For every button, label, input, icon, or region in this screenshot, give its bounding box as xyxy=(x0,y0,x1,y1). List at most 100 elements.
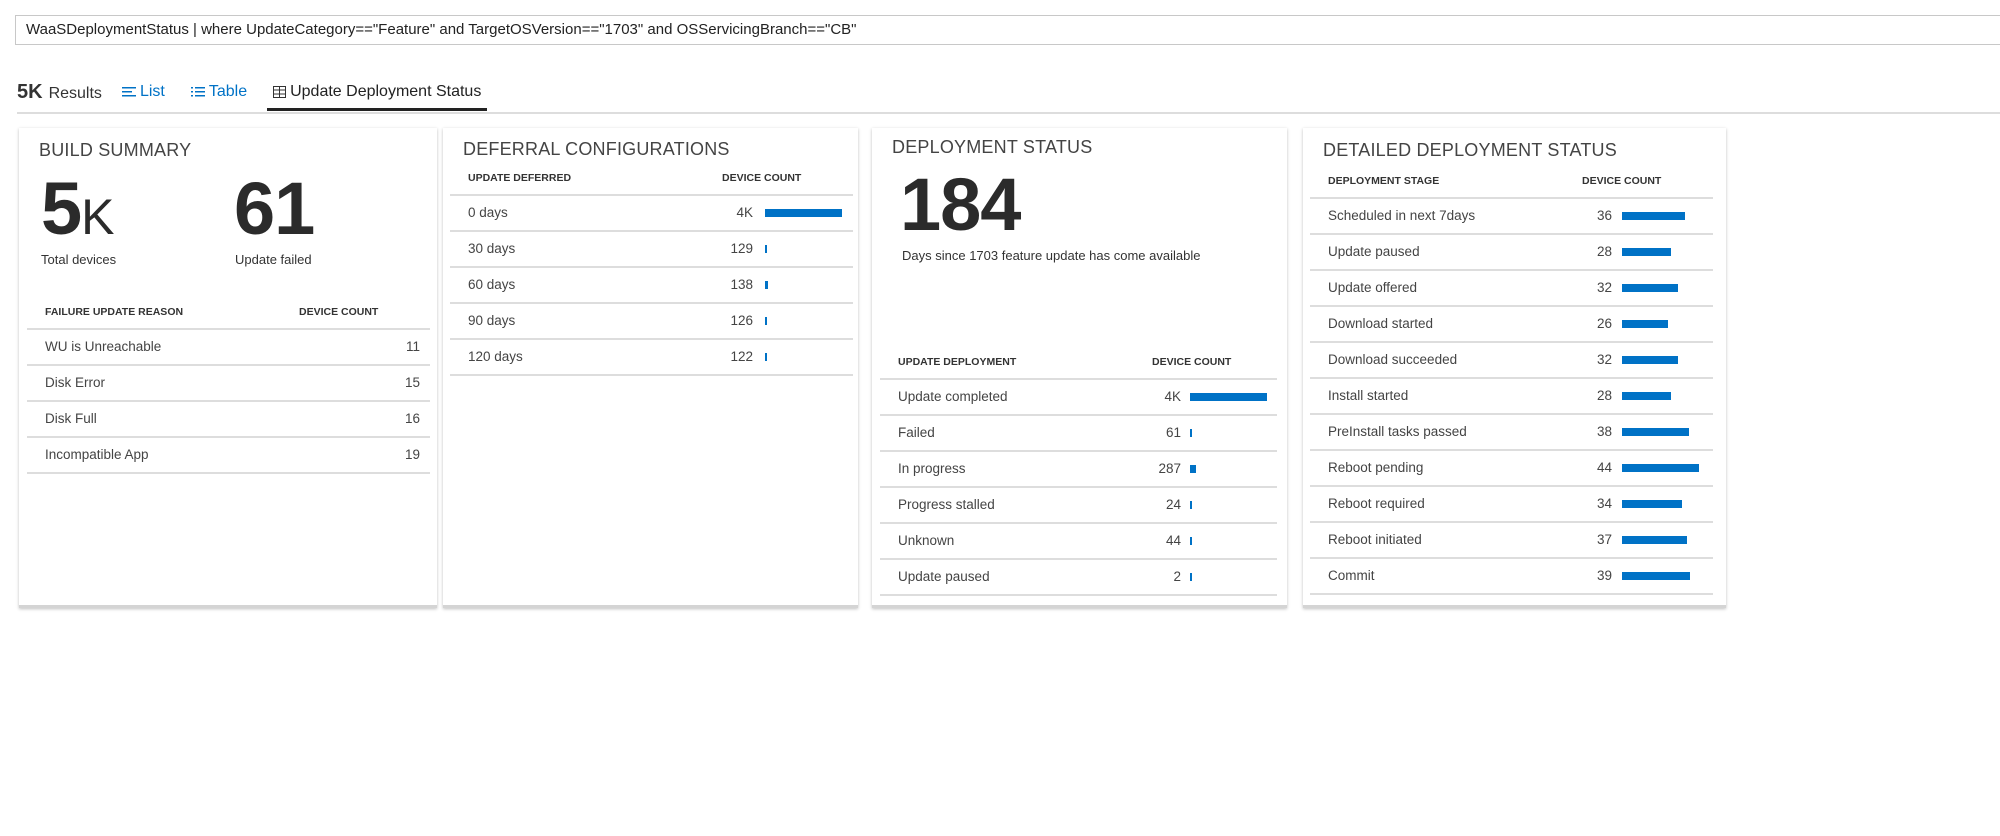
table-row: Install started 28 xyxy=(1310,379,1713,415)
row-count: 122 xyxy=(730,349,753,364)
table-row: Unknown 44 xyxy=(880,524,1277,560)
deferral-table: UPDATE DEFERRED DEVICE COUNT 0 days 4K 30 da… xyxy=(450,166,853,376)
row-count: 24 xyxy=(1165,497,1181,512)
header-device-count: DEVICE COUNT xyxy=(1582,175,1662,187)
header-label: DEPLOYMENT STAGE xyxy=(1328,175,1440,187)
count-bar xyxy=(765,281,768,289)
row-count: 44 xyxy=(1596,460,1612,475)
count-bar xyxy=(1622,320,1668,328)
table-row: Reboot pending 44 xyxy=(1310,451,1713,487)
table-row: Disk Error 15 xyxy=(27,366,430,402)
build-summary-card: BUILD SUMMARY 5K Total devices 61 Update… xyxy=(19,128,437,608)
table-row: Scheduled in next 7days 36 xyxy=(1310,199,1713,235)
row-count: 126 xyxy=(730,313,753,328)
row-label: PreInstall tasks passed xyxy=(1328,424,1467,439)
table-row: Download succeeded 32 xyxy=(1310,343,1713,379)
table-row: WU is Unreachable 11 xyxy=(27,330,430,366)
days-since-label: Days since 1703 feature update has come … xyxy=(902,248,1201,263)
deferral-card: DEFERRAL CONFIGURATIONS UPDATE DEFERRED D… xyxy=(443,128,858,608)
table-row: PreInstall tasks passed 38 xyxy=(1310,415,1713,451)
table-row: Failed 61 xyxy=(880,416,1277,452)
tab-update-deployment-status[interactable]: Update Deployment Status xyxy=(267,76,488,111)
row-count: 138 xyxy=(730,277,753,292)
table-row: Commit 39 xyxy=(1310,559,1713,595)
row-label: In progress xyxy=(898,461,966,476)
table-row: 30 days 129 xyxy=(450,232,853,268)
row-label: Reboot initiated xyxy=(1328,532,1422,547)
count-bar xyxy=(1190,465,1196,473)
row-count: 16 xyxy=(404,411,420,426)
card-title: DEPLOYMENT STATUS xyxy=(892,137,1093,157)
row-count: 26 xyxy=(1596,316,1612,331)
row-count: 4K xyxy=(736,205,753,220)
table-row: Download started 26 xyxy=(1310,307,1713,343)
row-label: Disk Full xyxy=(45,411,97,426)
row-label: Update paused xyxy=(898,569,990,584)
row-count: 28 xyxy=(1596,388,1612,403)
tab-label: Update Deployment Status xyxy=(290,83,482,100)
row-label: Unknown xyxy=(898,533,955,548)
table-row: 120 days 122 xyxy=(450,340,853,376)
table-row: Update offered 32 xyxy=(1310,271,1713,307)
row-count: 32 xyxy=(1596,280,1612,295)
tab-label: List xyxy=(139,83,165,100)
header-label: UPDATE DEFERRED xyxy=(468,172,572,184)
row-label: Incompatible App xyxy=(45,447,149,462)
row-label: Update paused xyxy=(1328,244,1420,259)
card-title: BUILD SUMMARY xyxy=(39,140,192,160)
count-bar xyxy=(1622,572,1690,580)
count-bar xyxy=(765,317,767,325)
header-label: FAILURE UPDATE REASON xyxy=(45,306,184,318)
tab-list[interactable]: List xyxy=(121,76,165,108)
row-label: Update offered xyxy=(1328,280,1418,295)
count-bar xyxy=(1190,429,1192,437)
table-icon xyxy=(190,87,205,97)
row-count: 39 xyxy=(1596,568,1612,583)
table-header: UPDATE DEPLOYMENT DEVICE COUNT xyxy=(880,350,1277,380)
row-count: 2 xyxy=(1173,569,1181,584)
row-count: 15 xyxy=(404,375,420,390)
header-device-count: DEVICE COUNT xyxy=(299,306,379,318)
tab-label: Table xyxy=(208,83,248,100)
query-input[interactable]: WaaSDeploymentStatus | where UpdateCateg… xyxy=(15,15,2000,45)
results-count: 5K Results xyxy=(17,81,102,104)
row-label: 60 days xyxy=(468,277,516,292)
row-label: Update completed xyxy=(898,389,1008,404)
header-device-count: DEVICE COUNT xyxy=(722,172,802,184)
header-label: UPDATE DEPLOYMENT xyxy=(898,356,1017,368)
table-header: UPDATE DEFERRED DEVICE COUNT xyxy=(450,166,853,196)
count-bar xyxy=(1190,573,1192,581)
days-since-value: 184 xyxy=(900,163,1021,246)
table-row: 90 days 126 xyxy=(450,304,853,340)
table-row: Disk Full 16 xyxy=(27,402,430,438)
results-tabs: 5K Results List Table Update Deployment … xyxy=(17,76,507,111)
tab-table[interactable]: Table xyxy=(190,76,248,108)
card-title: DEFERRAL CONFIGURATIONS xyxy=(463,139,730,159)
count-bar xyxy=(1190,537,1192,545)
row-count: 19 xyxy=(404,447,420,462)
row-label: 30 days xyxy=(468,241,516,256)
row-count: 36 xyxy=(1596,208,1612,223)
count-bar xyxy=(1190,501,1192,509)
row-count: 4K xyxy=(1164,389,1181,404)
update-failed-value: 61 xyxy=(234,167,315,250)
results-number: 5K xyxy=(17,80,43,103)
row-count: 287 xyxy=(1158,461,1181,476)
count-bar xyxy=(1622,248,1671,256)
row-label: Failed xyxy=(898,425,935,440)
row-count: 129 xyxy=(730,241,753,256)
grid-icon xyxy=(273,86,287,98)
count-bar xyxy=(1190,393,1267,401)
row-label: Download succeeded xyxy=(1328,352,1458,367)
row-label: 90 days xyxy=(468,313,516,328)
row-count: 28 xyxy=(1596,244,1612,259)
table-row: Update paused 2 xyxy=(880,560,1277,596)
count-bar xyxy=(1622,356,1678,364)
update-deployment-table: UPDATE DEPLOYMENT DEVICE COUNT Update comp… xyxy=(880,350,1277,596)
count-bar xyxy=(1622,212,1685,220)
row-label: Commit xyxy=(1328,568,1375,583)
row-count: 61 xyxy=(1165,425,1181,440)
row-label: Reboot required xyxy=(1328,496,1425,511)
total-devices-value: 5K xyxy=(41,167,115,250)
table-header: FAILURE UPDATE REASON DEVICE COUNT xyxy=(27,300,430,330)
